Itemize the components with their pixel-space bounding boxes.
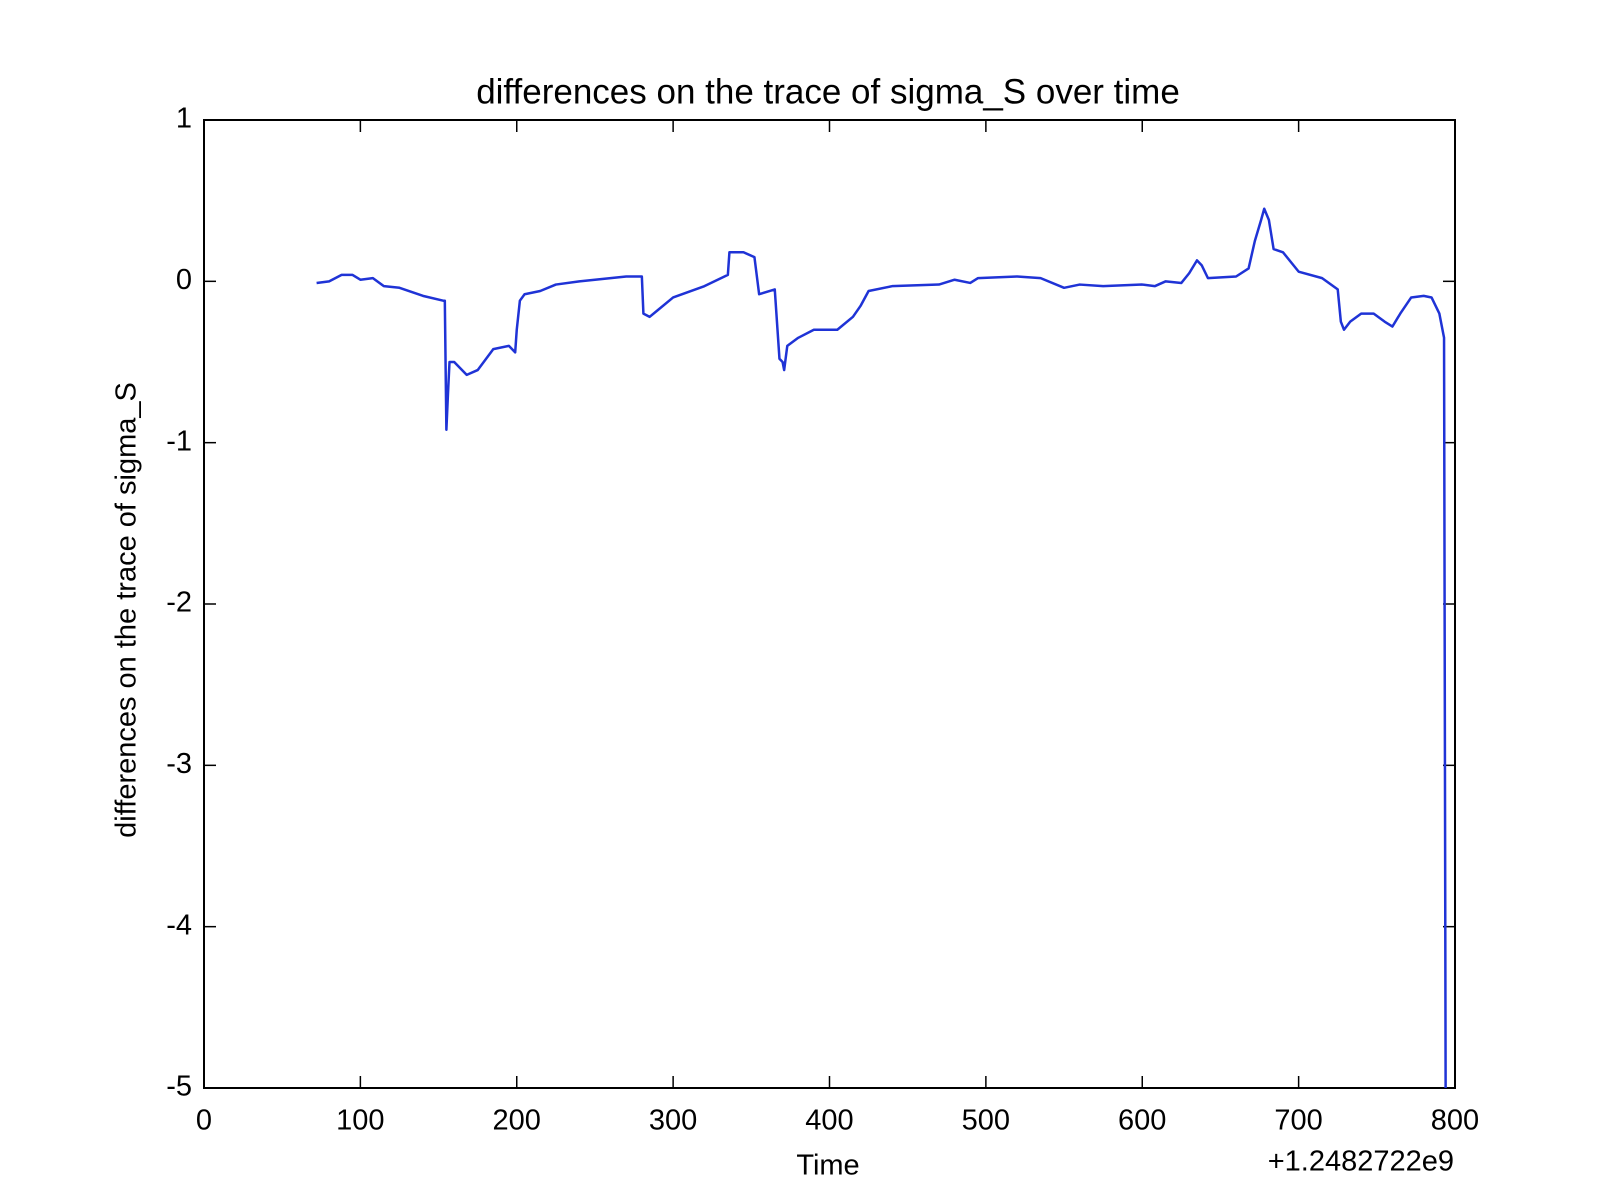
x-offset-label: +1.2482722e9: [1268, 1146, 1454, 1178]
x-tick-label: 700: [1274, 1105, 1322, 1137]
x-tick-label: 500: [962, 1105, 1010, 1137]
y-tick-label: -2: [166, 587, 192, 619]
data-line: [316, 207, 1447, 1089]
plot-area: [203, 119, 1456, 1089]
x-tick-label: 600: [1118, 1105, 1166, 1137]
x-tick-label: 100: [336, 1105, 384, 1137]
y-tick-label: -4: [166, 909, 192, 941]
x-tick-label: 300: [649, 1105, 697, 1137]
y-tick-label: -5: [166, 1071, 192, 1103]
x-tick-label: 400: [805, 1105, 853, 1137]
x-tick-label: 0: [196, 1105, 212, 1137]
y-tick-label: -1: [166, 425, 192, 457]
x-axis-label: Time: [796, 1150, 859, 1182]
y-tick-label: 1: [176, 103, 192, 135]
chart-title: differences on the trace of sigma_S over…: [476, 72, 1180, 111]
y-tick-label: -3: [166, 748, 192, 780]
y-axis-label: differences on the trace of sigma_S: [111, 382, 143, 838]
x-tick-label: 200: [493, 1105, 541, 1137]
y-tick-label: 0: [176, 264, 192, 296]
x-tick-label: 800: [1431, 1105, 1479, 1137]
